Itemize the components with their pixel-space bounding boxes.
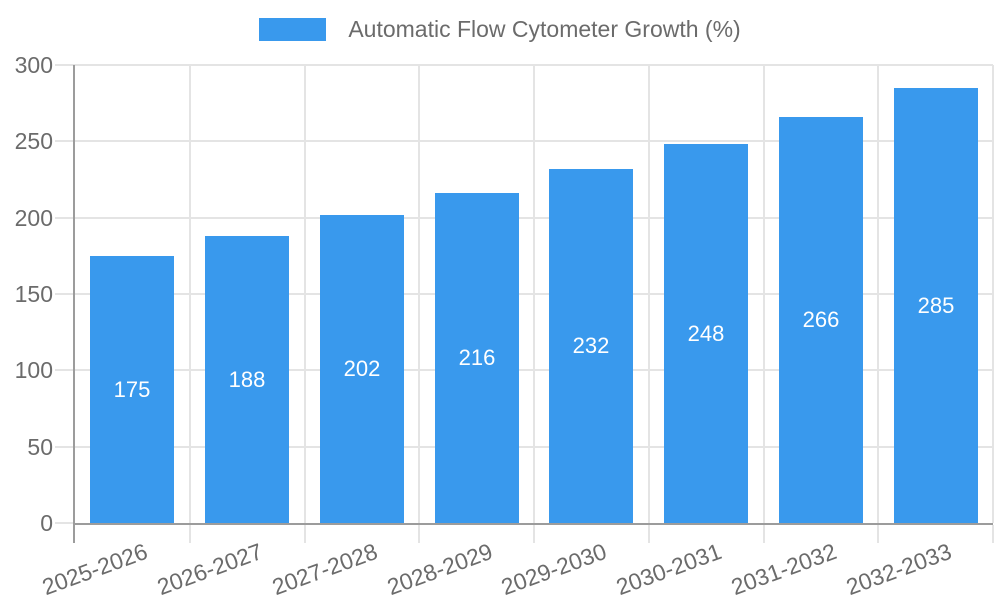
x-tick: [992, 525, 994, 543]
y-axis-tick-label: 200: [14, 204, 53, 231]
x-tick: [877, 525, 880, 543]
bar[interactable]: 285: [894, 88, 978, 523]
y-axis-tick-label: 0: [40, 510, 53, 536]
x-gridline: [992, 65, 994, 523]
x-gridline: [188, 65, 191, 523]
x-gridline: [877, 65, 880, 523]
bar-value-label: 285: [917, 292, 955, 318]
x-axis-tick-label: 2030-2031: [612, 538, 726, 600]
bar-value-label: 216: [458, 345, 496, 370]
x-tick: [418, 525, 421, 543]
x-axis-tick-label: 2032-2033: [842, 538, 955, 600]
bar[interactable]: 266: [779, 117, 863, 523]
bar[interactable]: 188: [205, 236, 289, 523]
x-gridline: [647, 65, 650, 523]
y-tick: [55, 140, 75, 143]
x-gridline: [303, 65, 306, 523]
x-axis-tick-label: 2029-2030: [498, 538, 611, 600]
x-axis-tick-label: 2025-2026: [39, 538, 152, 600]
bar-value-label: 266: [802, 307, 840, 332]
legend-label: Automatic Flow Cytometer Growth (%): [348, 16, 741, 42]
x-tick: [188, 525, 191, 543]
x-axis-tick-label: 2026-2027: [153, 538, 267, 600]
bar[interactable]: 175: [90, 256, 174, 523]
bar-value-label: 232: [572, 333, 610, 358]
bar-value-label: 175: [113, 376, 151, 402]
x-axis-tick-label: 2031-2032: [727, 538, 840, 600]
x-axis-line: [75, 523, 993, 525]
y-tick: [55, 522, 75, 524]
y-tick: [55, 369, 75, 372]
x-tick: [533, 525, 535, 543]
x-gridline: [418, 65, 421, 523]
x-tick: [303, 525, 306, 543]
x-tick: [647, 525, 650, 543]
y-tick: [55, 64, 75, 66]
y-axis-tick-label: 150: [14, 281, 53, 307]
x-axis-tick-label: 2027-2028: [268, 538, 381, 600]
x-axis-tick-label: 2028-2029: [383, 538, 496, 600]
bar[interactable]: 202: [320, 215, 404, 523]
y-axis-tick-label: 300: [14, 52, 53, 78]
bar[interactable]: 232: [549, 169, 633, 523]
bar[interactable]: 248: [664, 144, 748, 523]
x-tick: [762, 525, 765, 543]
y-axis-tick-label: 100: [14, 357, 53, 384]
y-axis-line: [73, 65, 75, 543]
y-tick: [55, 293, 75, 295]
legend-swatch: [259, 17, 327, 41]
legend[interactable]: Automatic Flow Cytometer Growth (%): [0, 16, 1000, 42]
y-tick: [55, 216, 75, 219]
bar-value-label: 188: [228, 366, 266, 392]
x-gridline: [533, 65, 535, 523]
y-axis-tick-label: 50: [27, 433, 53, 460]
y-tick: [55, 445, 75, 448]
bar-value-label: 248: [687, 320, 725, 346]
bar[interactable]: 216: [435, 193, 519, 523]
y-axis-tick-label: 250: [14, 128, 53, 155]
y-gridline: [75, 64, 993, 66]
bar-value-label: 202: [343, 356, 381, 381]
x-gridline: [762, 65, 765, 523]
